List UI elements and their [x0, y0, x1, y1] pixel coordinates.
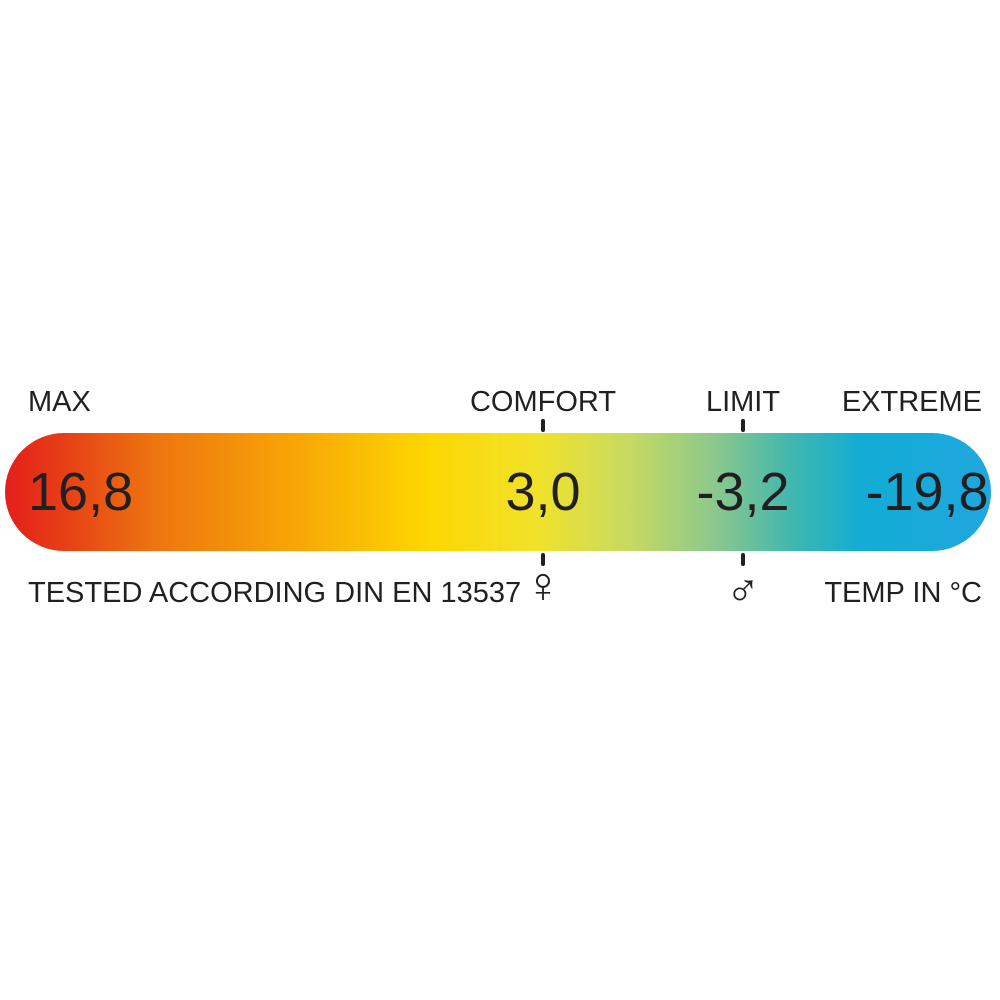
tick-comfort-top	[541, 419, 545, 432]
label-comfort: COMFORT	[469, 386, 617, 418]
female-icon: ♀	[524, 557, 562, 613]
value-extreme: -19,8	[865, 462, 989, 522]
label-max: MAX	[28, 386, 91, 418]
footnote-din-standard: TESTED ACCORDING DIN EN 13537	[28, 577, 522, 609]
tick-limit-bottom	[741, 553, 745, 566]
tick-comfort-bottom	[541, 553, 545, 566]
male-icon: ♂	[725, 564, 761, 616]
unit-label: TEMP IN °C	[824, 577, 982, 609]
value-comfort: 3,0	[505, 462, 581, 522]
tick-limit-top	[741, 419, 745, 432]
label-limit: LIMIT	[705, 386, 781, 418]
temperature-gradient-bar	[5, 433, 991, 551]
value-max: 16,8	[28, 462, 134, 522]
value-limit: -3,2	[696, 462, 790, 522]
label-extreme: EXTREME	[841, 386, 982, 418]
